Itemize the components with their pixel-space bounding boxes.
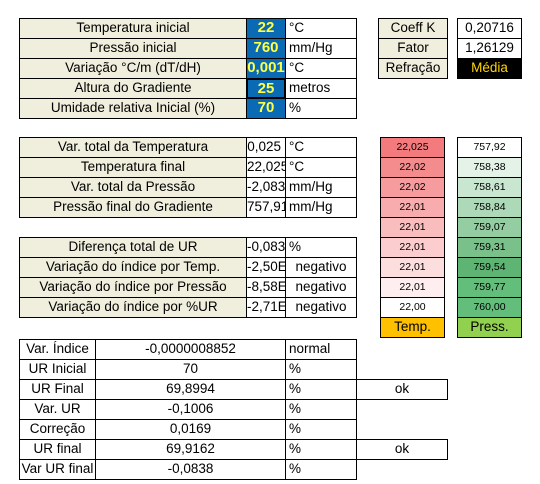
coeff-value-k: 0,20716 [457,18,522,39]
ur-value-press-index: -8,58E-07 [246,277,286,298]
bottom-label: Var. UR [19,399,96,420]
input-label-humidity: Umidade relativa Inicial (%) [19,98,247,119]
ur-status-press-index: negativo [285,277,357,298]
input-humidity[interactable]: 70 [246,98,286,119]
bottom-value: 0,0169 [95,419,286,440]
temp-cell: 22,02 [380,157,445,178]
input-temperature[interactable]: 22 [246,18,286,39]
input-unit-humidity: % [285,98,357,119]
press-footer: Press. [457,317,522,338]
temp-cell: 22,02 [380,177,445,198]
press-cell: 759,07 [457,217,522,238]
gradient-unit-press-final: mm/Hg [285,197,357,218]
bottom-label: Var. Índice [19,339,96,360]
press-cell: 759,54 [457,257,522,278]
gradient-label-press-final: Pressão final do Gradiente [19,197,247,218]
bottom-unit: % [285,359,357,380]
ur-label-press-index: Variação do índice por Pressão [19,277,247,298]
temp-cell: 22,01 [380,257,445,278]
bottom-value: 69,9162 [95,439,286,460]
press-cell: 757,92 [457,137,522,158]
input-label-pressure: Pressão inicial [19,38,247,59]
bottom-label: Correção [19,419,96,440]
bottom-label: UR final [19,439,96,460]
bottom-label: Var UR final [19,459,96,480]
input-height[interactable]: 25 [246,78,286,99]
temp-cell: 22,025 [380,137,445,158]
bottom-status: ok [356,379,448,400]
coeff-label-refracao: Refração [378,58,448,79]
bottom-status: ok [356,439,448,460]
bottom-unit: % [285,399,357,420]
ur-value-temp-index: -2,50E-08 [246,257,286,278]
ur-unit-diff: % [285,237,357,258]
gradient-label-temp-var: Var. total da Temperatura [19,137,247,158]
press-cell: 759,31 [457,237,522,258]
ur-label-temp-index: Variação do índice por Temp. [19,257,247,278]
coeff-label-fator: Fator [378,38,448,59]
input-unit-variation: °C [285,58,357,79]
press-cell: 758,38 [457,157,522,178]
temp-cell: 22,01 [380,237,445,258]
gradient-unit-temp-var: °C [285,137,357,158]
press-cell: 758,84 [457,197,522,218]
input-pressure[interactable]: 760 [246,38,286,59]
bottom-unit: % [285,379,357,400]
gradient-unit-press-var: mm/Hg [285,177,357,198]
input-unit-pressure: mm/Hg [285,38,357,59]
gradient-value-press-final: 757,917 [246,197,286,218]
coeff-value-fator: 1,26129 [457,38,522,59]
press-cell: 759,77 [457,277,522,298]
bottom-value: -0,0000008852 [95,339,286,360]
temp-cell: 22,01 [380,277,445,298]
press-cell: 760,00 [457,297,522,318]
ur-status-ur-index: negativo [285,297,357,318]
press-cell: 758,61 [457,177,522,198]
input-unit-temperature: °C [285,18,357,39]
bottom-unit: % [285,419,357,440]
temp-footer: Temp. [380,317,445,338]
bottom-unit: normal [285,339,357,360]
coeff-label-k: Coeff K [378,18,448,39]
bottom-value: -0,1006 [95,399,286,420]
bottom-value: 70 [95,359,286,380]
ur-label-ur-index: Variação do índice por %UR [19,297,247,318]
input-label-variation: Variação °C/m (dT/dH) [19,58,247,79]
temp-cell: 22,01 [380,217,445,238]
bottom-value: -0,0838 [95,459,286,480]
coeff-value-refracao: Média [457,58,522,79]
ur-value-diff: -0,0838 [246,237,286,258]
gradient-value-temp-var: 0,025 [246,137,286,158]
bottom-label: UR Inicial [19,359,96,380]
temp-cell: 22,01 [380,197,445,218]
bottom-label: UR Final [19,379,96,400]
input-label-temperature: Temperatura inicial [19,18,247,39]
ur-label-diff: Diferença total de UR [19,237,247,258]
ur-value-ur-index: -2,71E-09 [246,297,286,318]
ur-status-temp-index: negativo [285,257,357,278]
bottom-value: 69,8994 [95,379,286,400]
gradient-label-press-var: Var. total da Pressão [19,177,247,198]
gradient-unit-temp-final: °C [285,157,357,178]
bottom-unit: % [285,439,357,460]
gradient-label-temp-final: Temperatura final [19,157,247,178]
input-variation[interactable]: 0,001 [246,58,286,79]
gradient-value-temp-final: 22,025 [246,157,286,178]
input-unit-height: metros [285,78,357,99]
gradient-value-press-var: -2,083 [246,177,286,198]
input-label-height: Altura do Gradiente [19,78,247,99]
bottom-unit: % [285,459,357,480]
temp-cell: 22,00 [380,297,445,318]
